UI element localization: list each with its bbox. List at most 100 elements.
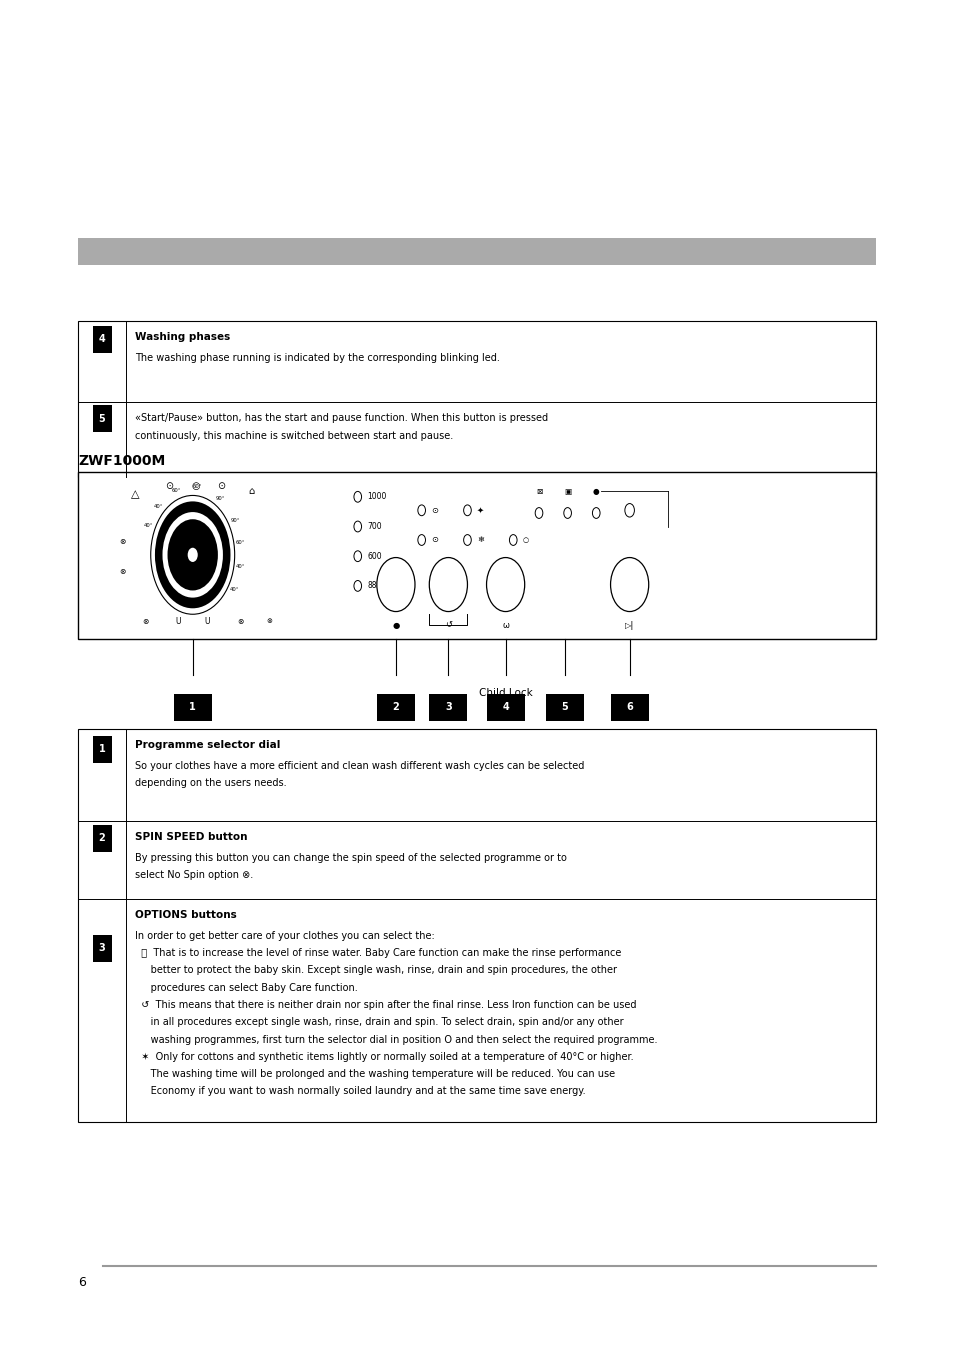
Text: The washing phase running is indicated by the corresponding blinking led.: The washing phase running is indicated b… xyxy=(135,354,499,363)
Text: ⌂: ⌂ xyxy=(249,486,254,497)
Circle shape xyxy=(429,558,467,612)
Text: ⊗: ⊗ xyxy=(119,537,125,545)
Text: procedures can select Baby Care function.: procedures can select Baby Care function… xyxy=(135,983,357,992)
Text: in all procedures except single wash, rinse, drain and spin. To select drain, sp: in all procedures except single wash, ri… xyxy=(135,1018,623,1027)
Text: ●: ● xyxy=(593,487,598,495)
Circle shape xyxy=(354,551,361,562)
Text: ZWF1000M: ZWF1000M xyxy=(78,455,165,468)
Text: 2: 2 xyxy=(392,702,399,713)
Circle shape xyxy=(535,508,542,518)
Circle shape xyxy=(151,495,234,614)
Circle shape xyxy=(162,512,223,598)
Circle shape xyxy=(354,521,361,532)
Circle shape xyxy=(563,508,571,518)
Text: ✶  Only for cottons and synthetic items lightly or normally soiled at a temperat: ✶ Only for cottons and synthetic items l… xyxy=(135,1052,634,1062)
Text: 90°: 90° xyxy=(215,495,225,501)
Bar xyxy=(429,694,467,721)
Text: ⊙: ⊙ xyxy=(165,481,172,491)
Text: 60°: 60° xyxy=(235,540,245,545)
Text: 5: 5 xyxy=(560,702,568,713)
Text: ▷|: ▷| xyxy=(624,621,634,629)
Text: Economy if you want to wash normally soiled laundry and at the same time save en: Economy if you want to wash normally soi… xyxy=(135,1087,585,1096)
Text: «Start/Pause» button, has the start and pause function. When this button is pres: «Start/Pause» button, has the start and … xyxy=(135,413,548,423)
Text: washing programmes, first turn the selector dial in position O and then select t: washing programmes, first turn the selec… xyxy=(135,1034,658,1045)
Text: 4: 4 xyxy=(98,333,106,344)
Bar xyxy=(92,736,112,763)
Text: ↺  This means that there is neither drain nor spin after the final rinse. Less I: ↺ This means that there is neither drain… xyxy=(135,1000,637,1010)
Text: The washing time will be prolonged and the washing temperature will be reduced. : The washing time will be prolonged and t… xyxy=(135,1069,615,1079)
Text: Washing phases: Washing phases xyxy=(135,332,231,342)
Circle shape xyxy=(624,504,634,517)
Text: 5: 5 xyxy=(98,413,106,424)
Text: 3: 3 xyxy=(98,944,106,953)
Text: 6: 6 xyxy=(78,1276,86,1289)
Bar xyxy=(78,472,875,639)
Text: △: △ xyxy=(132,489,139,500)
Text: ⊙: ⊙ xyxy=(431,536,437,544)
Text: U: U xyxy=(204,617,210,625)
Circle shape xyxy=(168,520,217,590)
Text: ω: ω xyxy=(501,621,509,629)
Circle shape xyxy=(417,505,425,516)
Bar xyxy=(486,694,524,721)
Circle shape xyxy=(509,535,517,545)
Text: ▣: ▣ xyxy=(563,487,571,495)
Text: U: U xyxy=(175,617,181,625)
Text: better to protect the baby skin. Except single wash, rinse, drain and spin proce: better to protect the baby skin. Except … xyxy=(135,965,617,976)
Text: 1: 1 xyxy=(189,702,196,713)
Bar xyxy=(78,238,875,265)
Circle shape xyxy=(486,558,524,612)
Text: 1000: 1000 xyxy=(367,493,386,501)
Text: 88: 88 xyxy=(367,582,376,590)
Text: Child Lock: Child Lock xyxy=(478,688,532,698)
Text: Programme selector dial: Programme selector dial xyxy=(135,740,280,749)
Bar xyxy=(92,325,112,352)
Text: ●: ● xyxy=(392,621,399,629)
Text: In order to get better care of your clothes you can select the:: In order to get better care of your clot… xyxy=(135,931,435,941)
Bar xyxy=(78,729,875,1122)
Text: 4: 4 xyxy=(501,702,509,713)
Text: SPIN SPEED button: SPIN SPEED button xyxy=(135,832,248,841)
Circle shape xyxy=(417,535,425,545)
Text: 3: 3 xyxy=(444,702,452,713)
Text: continuously, this machine is switched between start and pause.: continuously, this machine is switched b… xyxy=(135,431,454,440)
Circle shape xyxy=(592,508,599,518)
Text: Ⓢ  That is to increase the level of rinse water. Baby Care function can make the: Ⓢ That is to increase the level of rinse… xyxy=(135,948,621,958)
Text: 2: 2 xyxy=(98,833,106,842)
Text: 40°: 40° xyxy=(153,504,163,509)
Text: ⊗: ⊗ xyxy=(142,617,148,625)
Text: depending on the users needs.: depending on the users needs. xyxy=(135,778,287,788)
Text: ⊙: ⊙ xyxy=(431,506,437,514)
Circle shape xyxy=(188,548,197,562)
Text: OPTIONS buttons: OPTIONS buttons xyxy=(135,910,237,919)
Bar xyxy=(78,321,875,477)
Bar xyxy=(92,934,112,961)
Circle shape xyxy=(354,580,361,591)
Text: ✦: ✦ xyxy=(476,506,483,514)
Text: 40°: 40° xyxy=(235,564,245,570)
Text: 60°: 60° xyxy=(193,483,201,489)
Bar xyxy=(173,694,212,721)
Text: ⊠: ⊠ xyxy=(536,487,541,495)
Bar xyxy=(545,694,583,721)
Circle shape xyxy=(376,558,415,612)
Text: 90°: 90° xyxy=(230,518,239,522)
Text: ↺: ↺ xyxy=(444,621,452,629)
Text: ○: ○ xyxy=(522,537,528,543)
Text: ⊗: ⊗ xyxy=(266,618,272,624)
Text: 700: 700 xyxy=(367,522,381,531)
Text: ⊗: ⊗ xyxy=(237,617,243,625)
Text: ❄: ❄ xyxy=(476,536,483,544)
Text: ○: ○ xyxy=(192,481,199,491)
Bar xyxy=(376,694,415,721)
Bar xyxy=(92,405,112,432)
Text: 60°: 60° xyxy=(172,487,180,493)
Bar xyxy=(92,825,112,852)
Circle shape xyxy=(463,535,471,545)
Circle shape xyxy=(610,558,648,612)
Text: ⊙: ⊙ xyxy=(217,481,225,491)
Text: ⊗: ⊗ xyxy=(119,567,125,575)
Text: 1: 1 xyxy=(98,744,106,755)
Text: 40°: 40° xyxy=(230,587,239,591)
Text: 6: 6 xyxy=(625,702,633,713)
